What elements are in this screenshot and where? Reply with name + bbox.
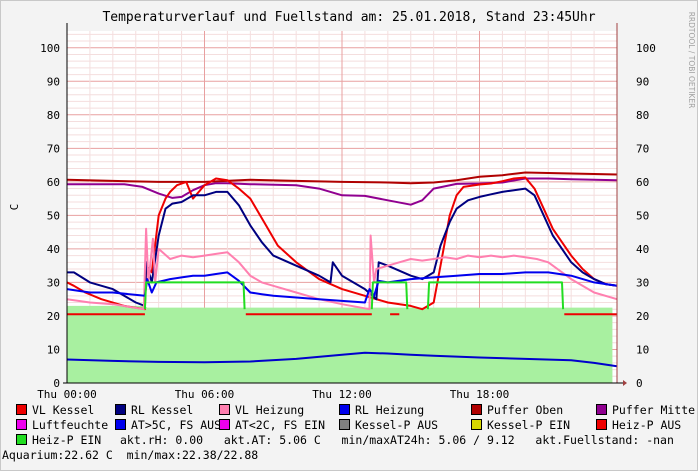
legend-swatch — [219, 404, 230, 415]
legend-label: Kessel-P EIN — [487, 418, 571, 432]
legend-item-kessel-p-aus: Kessel-P AUS — [339, 418, 438, 432]
series-heiz-p-ein — [143, 281, 565, 310]
legend-swatch — [16, 434, 27, 445]
legend-swatch — [471, 419, 482, 430]
y-tick-right: 10 — [636, 343, 649, 356]
chart-title: Temperaturverlauf und Fuellstand am: 25.… — [102, 10, 595, 25]
series-rl-kessel — [67, 187, 618, 307]
aquarium-info: Aquarium:22.62 C min/max:22.38/22.88 — [2, 448, 259, 462]
y-tick-left: 20 — [47, 310, 60, 323]
y-tick-right: 50 — [636, 209, 649, 222]
y-tick-right: 30 — [636, 276, 649, 289]
y-tick-right: 70 — [636, 142, 649, 155]
y-tick-left: 10 — [47, 343, 60, 356]
legend-swatch — [339, 419, 350, 430]
legend-item-heiz-p-aus: Heiz-P AUS — [596, 418, 681, 432]
legend-item-vl-kessel: VL Kessel — [16, 403, 94, 417]
y-tick-right: 90 — [636, 75, 649, 88]
series-puffer-oben — [66, 171, 618, 185]
legend-label: Luftfeuchte — [32, 418, 109, 432]
legend-item-at-2c-fs-ein: AT<2C, FS EIN — [219, 418, 325, 432]
y-tick-right: 60 — [636, 176, 649, 189]
y-tick-left: 80 — [47, 109, 60, 122]
legend-item-luftfeuchte: Luftfeuchte — [16, 418, 108, 432]
y-tick-left: 100 — [40, 42, 60, 55]
legend-row-2: Luftfeuchte AT>5C, FS AUS AT<2C, FS EIN Kes… — [16, 418, 696, 433]
axes — [63, 23, 627, 386]
legend-row-1: VL Kessel RL Kessel VL Heizung RL Heizung Pu… — [16, 403, 696, 418]
y-tick-left: 50 — [47, 209, 60, 222]
legend-row-4: Aquarium:22.62 C min/max:22.38/22.88 — [2, 448, 696, 463]
y-tick-right: 40 — [636, 243, 649, 256]
legend-item-rl-kessel: RL Kessel — [115, 403, 193, 417]
legend-label: VL Heizung — [235, 403, 305, 417]
legend-label: Kessel-P AUS — [355, 418, 439, 432]
legend-swatch — [471, 404, 482, 415]
y-tick-left: 40 — [47, 243, 60, 256]
area-luftfeuchte — [67, 305, 613, 383]
legend-swatch — [115, 419, 126, 430]
y-tick-left: 90 — [47, 75, 60, 88]
y-tick-left: 60 — [47, 176, 60, 189]
x-tick-label: Thu 12:00 — [312, 388, 372, 401]
legend-item-rl-heizung: RL Heizung — [339, 403, 424, 417]
legend-label: Puffer Oben — [487, 403, 564, 417]
legend-item-puffer-mitte: Puffer Mitte — [596, 403, 695, 417]
legend-label: RL Kessel — [131, 403, 194, 417]
legend-swatch — [596, 404, 607, 415]
y-tick-right: 100 — [636, 42, 656, 55]
legend-label: Puffer Mitte — [612, 403, 696, 417]
legend-label: AT>5C, FS AUS — [131, 418, 222, 432]
legend-item-kessel-p-ein: Kessel-P EIN — [471, 418, 570, 432]
x-axis-arrow — [623, 380, 627, 386]
legend-swatch — [596, 419, 607, 430]
legend-swatch — [16, 419, 27, 430]
x-tick-label: Thu 06:00 — [175, 388, 235, 401]
legend-label: Heiz-P EIN — [32, 433, 102, 447]
y-axis-label: C — [8, 204, 21, 211]
legend-item-at-5c-fs-aus: AT>5C, FS AUS — [115, 418, 221, 432]
series-vl-heizung — [66, 227, 618, 311]
legend-item-heiz-p-ein: Heiz-P EIN — [16, 433, 101, 447]
status-info: akt.rH: 0.00 akt.AT: 5.06 C min/maxAT24h… — [120, 433, 674, 447]
legend-label: AT<2C, FS EIN — [235, 418, 326, 432]
x-tick-label: Thu 18:00 — [450, 388, 510, 401]
y-tick-left: 70 — [47, 142, 60, 155]
legend-label: Heiz-P AUS — [612, 418, 682, 432]
legend-row-3: Heiz-P EIN akt.rH: 0.00 akt.AT: 5.06 C m… — [16, 433, 696, 448]
legend-swatch — [16, 404, 27, 415]
y-tick-right: 80 — [636, 109, 649, 122]
y-tick-right: 20 — [636, 310, 649, 323]
x-tick-label: Thu 00:00 — [37, 388, 97, 401]
legend-label: VL Kessel — [32, 403, 95, 417]
legend-label: RL Heizung — [355, 403, 425, 417]
series-aquarium — [66, 351, 618, 368]
legend-swatch — [115, 404, 126, 415]
legend-swatch — [339, 404, 350, 415]
series-vl-kessel — [66, 176, 618, 311]
y-tick-left: 0 — [53, 377, 60, 390]
legend-item-puffer-oben: Puffer Oben — [471, 403, 563, 417]
y-tick-right: 0 — [636, 377, 643, 390]
watermark: RRDTOOL / TOBI OETIKER — [687, 12, 696, 109]
series-layer — [66, 171, 618, 368]
y-tick-left: 30 — [47, 276, 60, 289]
legend: VL Kessel RL Kessel VL Heizung RL Heizung Pu… — [2, 403, 696, 463]
legend-swatch — [219, 419, 230, 430]
legend-item-vl-heizung: VL Heizung — [219, 403, 304, 417]
series-rl-heizung — [66, 271, 618, 304]
area-layer — [67, 305, 613, 383]
tick-labels: 0 0 10 10 20 20 30 30 40 40 50 50 60 60 70 70 80 80 90 90 10… — [37, 42, 656, 401]
